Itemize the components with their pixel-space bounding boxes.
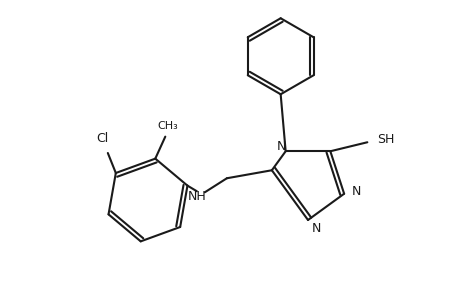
Text: N: N (311, 221, 320, 235)
Text: NH: NH (187, 190, 206, 203)
Text: N: N (351, 185, 360, 198)
Text: Cl: Cl (96, 132, 109, 145)
Text: SH: SH (376, 133, 394, 146)
Text: N: N (276, 140, 286, 153)
Text: CH₃: CH₃ (157, 121, 177, 130)
